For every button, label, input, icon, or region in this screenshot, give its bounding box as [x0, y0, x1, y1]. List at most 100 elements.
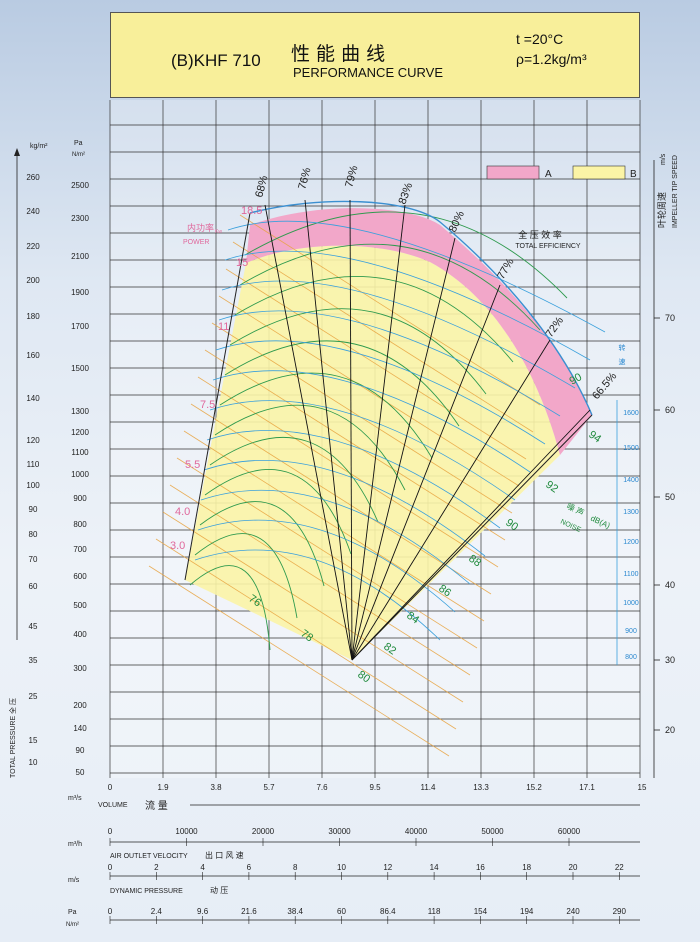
- rpm-tick-label: 1600: [623, 410, 639, 417]
- dyn-pressure-tick-label: 240: [566, 907, 580, 916]
- pa-tick-label: 500: [73, 601, 87, 610]
- volume-tick-label: 17.1: [579, 783, 595, 792]
- efficiency-ray: [351, 339, 551, 661]
- power-line: [225, 268, 527, 460]
- velocity-tick-label: 10: [337, 863, 346, 872]
- pa-tick-label: 50: [76, 768, 85, 777]
- left-axis-arrowhead: [14, 148, 20, 156]
- noise-label: 78: [298, 628, 315, 645]
- upper-boundary: [249, 200, 593, 416]
- speed-label-1: 转: [619, 343, 626, 352]
- fan-curve: [234, 276, 514, 363]
- volume-tick-label: 5.7: [263, 783, 275, 792]
- velocity-tick-label: 12: [383, 863, 392, 872]
- velocity-unit: m/s: [68, 877, 80, 884]
- pa-tick-label: 1500: [71, 364, 89, 373]
- volume-label: VOLUME: [98, 802, 128, 809]
- dyn-pressure-unit-pa: Pa: [68, 909, 77, 916]
- fan-curve: [224, 340, 460, 427]
- tip-speed-label-cn: 叶轮周速: [656, 192, 667, 228]
- efficiency-label-en: TOTAL EFFICIENCY: [515, 243, 581, 250]
- power-line: [162, 511, 464, 703]
- pa-tick-label: 400: [73, 630, 87, 639]
- rpm-tick-label: 1200: [623, 539, 639, 546]
- density: ρ=1.2kg/m³: [516, 51, 587, 67]
- kgf-tick-label: 45: [29, 622, 38, 631]
- left-boundary: [184, 212, 251, 581]
- power-label: 18.5: [241, 205, 262, 217]
- pa-tick-label: 2300: [71, 214, 89, 223]
- speed-curve: [221, 280, 576, 389]
- volume-tick-label: 0: [108, 783, 113, 792]
- fan-curve: [229, 308, 487, 395]
- speed-curve: [197, 519, 456, 613]
- power-label-en: POWER: [183, 239, 209, 246]
- noise-label: 86: [436, 583, 453, 600]
- velocity-tick-label: 8: [293, 863, 298, 872]
- power-line: [211, 322, 513, 514]
- tip-speed-tick-label: 30: [665, 655, 675, 665]
- power-label: 4.0: [175, 506, 190, 518]
- rpm-tick-label: 1400: [623, 477, 639, 484]
- power-line: [176, 457, 478, 649]
- flow-h-tick-label: 40000: [405, 827, 428, 836]
- title-box: (B)KHF 710 性 能 曲 线 PERFORMANCE CURVE t =…: [110, 12, 640, 98]
- fan-curve: [209, 436, 379, 523]
- pa-tick-label: 2100: [71, 252, 89, 261]
- noise-label: 88: [466, 553, 483, 570]
- pa-tick-label: 1100: [71, 448, 89, 457]
- kgf-tick-label: 140: [26, 394, 40, 403]
- velocity-tick-label: 2: [154, 863, 159, 872]
- speed-curve: [227, 220, 606, 333]
- power-label: 3.0: [170, 540, 185, 552]
- dyn-pressure-tick-label: 118: [428, 907, 441, 916]
- noise-label: 80: [355, 669, 372, 686]
- speed-curve: [200, 489, 471, 585]
- dyn-pressure-tick-label: 38.4: [287, 907, 303, 916]
- volume-tick-label: 7.6: [316, 783, 328, 792]
- power-label: 5.5: [185, 459, 200, 471]
- speed-curve: [218, 310, 561, 417]
- power-line: [190, 403, 492, 595]
- kgf-tick-label: 160: [26, 351, 40, 360]
- efficiency-label: 68%: [253, 174, 270, 199]
- velocity-tick-label: 20: [569, 863, 578, 872]
- volume-tick-label: 15: [638, 783, 647, 792]
- dyn-pressure-tick-label: 0: [108, 907, 113, 916]
- tip-speed-unit: m/s: [660, 153, 667, 165]
- legend-b-label: B: [630, 169, 637, 180]
- noise-label: 82: [381, 641, 398, 658]
- efficiency-ray: [351, 284, 501, 661]
- fan-curve: [189, 565, 271, 651]
- pa-tick-label: 1300: [71, 407, 89, 416]
- kgf-tick-label: 200: [26, 276, 40, 285]
- pa-tick-label: 200: [73, 701, 87, 710]
- efficiency-ray: [351, 409, 591, 661]
- pa-tick-label: 2500: [71, 181, 89, 190]
- power-line: [148, 565, 450, 757]
- tip-speed-tick-label: 70: [665, 313, 675, 323]
- kgf-tick-label: 110: [27, 460, 40, 469]
- efficiency-ray: [304, 199, 353, 661]
- flow-h-tick-label: 10000: [175, 827, 198, 836]
- kgf-tick-label: 70: [29, 555, 38, 564]
- volume-tick-label: 15.2: [526, 783, 542, 792]
- noise-label: 90: [503, 517, 520, 534]
- volume-tick-label: 9.5: [369, 783, 381, 792]
- dyn-pressure-tick-label: 9.6: [197, 907, 209, 916]
- dyn-pressure-tick-label: 2.4: [151, 907, 163, 916]
- efficiency-ray: [264, 204, 353, 661]
- rpm-tick-label: 1300: [623, 509, 639, 516]
- dyn-pressure-cn: 动 压: [210, 885, 228, 895]
- speed-curve: [203, 460, 486, 557]
- dyn-pressure-tick-label: 60: [337, 907, 346, 916]
- volume-tick-label: 11.4: [421, 783, 437, 792]
- noise-label: 84: [404, 610, 421, 627]
- noise-label: 92: [543, 479, 560, 496]
- power-label: 15: [236, 257, 248, 269]
- power-label-cn: 内功率: [187, 222, 214, 233]
- pa-tick-label: 300: [73, 664, 87, 673]
- title-en: PERFORMANCE CURVE: [293, 65, 444, 80]
- flow-h-tick-label: 20000: [252, 827, 275, 836]
